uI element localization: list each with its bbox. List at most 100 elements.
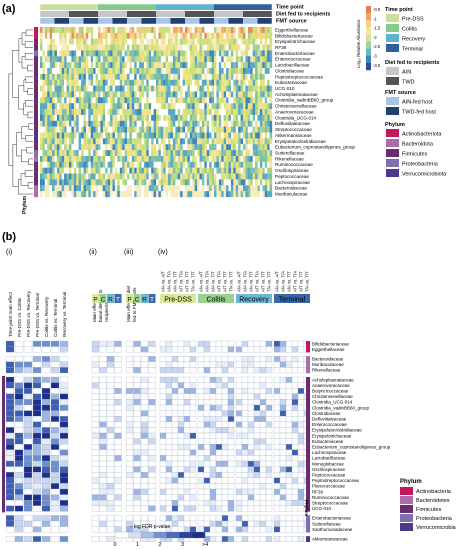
heatmap-a-cell (112, 185, 116, 192)
heatmap-a-cell (49, 56, 53, 63)
heatmap-b-cell (177, 367, 185, 374)
heatmap-a-cell (243, 120, 246, 127)
heatmap-a-cell (192, 32, 195, 39)
heatmap-a-cell (59, 62, 62, 69)
diet-group-badge (114, 294, 122, 303)
heatmap-a-cell (201, 126, 205, 133)
heatmap-a-cell (204, 73, 207, 80)
heatmap-a-cell (76, 103, 79, 110)
phylum-bar-b-segment (306, 455, 310, 462)
heatmap-b-cell (235, 416, 243, 422)
heatmap-b-cell (14, 410, 24, 417)
heatmap-b-cell (203, 393, 211, 400)
heatmap-a-cell (201, 56, 205, 63)
heatmap-a-cell (66, 50, 70, 57)
heatmap-a-cell (107, 161, 111, 168)
heatmap-b-cell (247, 536, 255, 542)
heatmap-a-cell (64, 50, 67, 57)
heatmap-b-cell (114, 367, 122, 374)
heatmap-a-cell (264, 114, 268, 121)
heatmap-a-cell (81, 155, 84, 162)
heatmap-a-cell (54, 185, 58, 192)
heatmap-a-cell (139, 150, 142, 157)
heatmap-b-cell (50, 382, 60, 389)
heatmap-a-cell (170, 173, 174, 180)
heatmap-a-cell (194, 185, 198, 192)
heatmap-b-cell (5, 432, 15, 439)
heatmap-b-cell (253, 526, 261, 533)
heatmap-a-cell (76, 44, 79, 51)
heatmap-b-cell (14, 421, 24, 428)
heatmap-b-cell (14, 488, 24, 495)
heatmap-a-cell (156, 185, 159, 192)
heatmap-a-cell (262, 144, 265, 151)
heatmap-b-cell (41, 421, 51, 428)
heatmap-b-cell (197, 449, 205, 456)
heatmap-a-cell (264, 144, 268, 151)
heatmap-a-cell (235, 144, 239, 151)
heatmap-b-cell (32, 494, 42, 501)
heatmap-a-cell (175, 79, 178, 86)
heatmap-a-cell (88, 85, 91, 92)
heatmap-a-cell (110, 144, 113, 151)
heatmap-b-cell (227, 356, 235, 362)
heatmap-a-cell (78, 62, 82, 69)
heatmap-a-cell (59, 109, 62, 116)
heatmap-b-cell (50, 410, 60, 417)
panel-a-legends: Time point Diet fed to recipients FMT so… (385, 7, 447, 177)
heatmap-a-cell (119, 109, 123, 116)
heatmap-a-cell (269, 73, 273, 80)
heatmap-a-cell (100, 150, 103, 157)
heatmap-a-cell (110, 155, 113, 162)
heatmap-a-cell (172, 50, 176, 57)
heatmap-a-cell (250, 167, 253, 174)
heatmap-a-cell (117, 185, 120, 192)
heatmap-a-cell (129, 132, 132, 139)
heatmap-a-cell (105, 109, 108, 116)
heatmap-b-cell (177, 432, 185, 439)
heatmap-a-cell (165, 191, 169, 198)
heatmap-a-cell (209, 44, 212, 51)
heatmap-a-cell (134, 38, 137, 45)
heatmap-a-cell (245, 185, 248, 192)
heatmap-a-cell (124, 73, 128, 80)
heatmap-a-cell (139, 68, 142, 75)
heatmap-b-cell (106, 526, 115, 533)
heatmap-a-cell (168, 56, 171, 63)
heatmap-a-cell (187, 109, 190, 116)
heatmap-a-cell (218, 91, 222, 98)
heatmap-b-row-label: Acholeplasmataceae (312, 377, 354, 382)
heatmap-b-cell (285, 346, 293, 353)
heatmap-a-cell (40, 161, 43, 168)
heatmap-a-cell (189, 167, 193, 174)
heatmap-a-cell (182, 56, 186, 63)
heatmap-a-cell (117, 103, 120, 110)
heatmap-a-cell (209, 161, 212, 168)
heatmap-a-cell (85, 32, 89, 39)
heatmap-a-cell (56, 73, 60, 80)
heatmap-b-cell (50, 494, 60, 501)
heatmap-a-cell (158, 179, 161, 186)
heatmap-a-cell (175, 27, 178, 34)
heatmap-a-cell (257, 179, 261, 186)
col-header-iv: A/A vs. T/A (205, 271, 210, 292)
heatmap-a-cell (192, 73, 195, 80)
phylum-bar-b-segment (306, 367, 310, 374)
heatmap-a-cell (151, 126, 154, 133)
heatmap-a-cell (255, 132, 258, 139)
heatmap-a-cell (257, 126, 261, 133)
heatmap-b-cell (91, 488, 100, 495)
heatmap-a-cell (141, 191, 145, 198)
heatmap-a-cell (223, 185, 227, 192)
heatmap-b-cell (235, 421, 243, 428)
heatmap-a-cell (69, 150, 72, 157)
heatmap-a-cell (61, 185, 65, 192)
heatmap-b-cell (203, 416, 211, 422)
heatmap-a-cell (165, 120, 169, 127)
heatmap-a-cell (64, 173, 67, 180)
heatmap-a-cell (93, 191, 96, 198)
heatmap-b-cell (59, 382, 69, 389)
heatmap-a-cell (168, 144, 171, 151)
heatmap-b-cell (106, 382, 115, 389)
heatmap-a-cell (199, 144, 203, 151)
